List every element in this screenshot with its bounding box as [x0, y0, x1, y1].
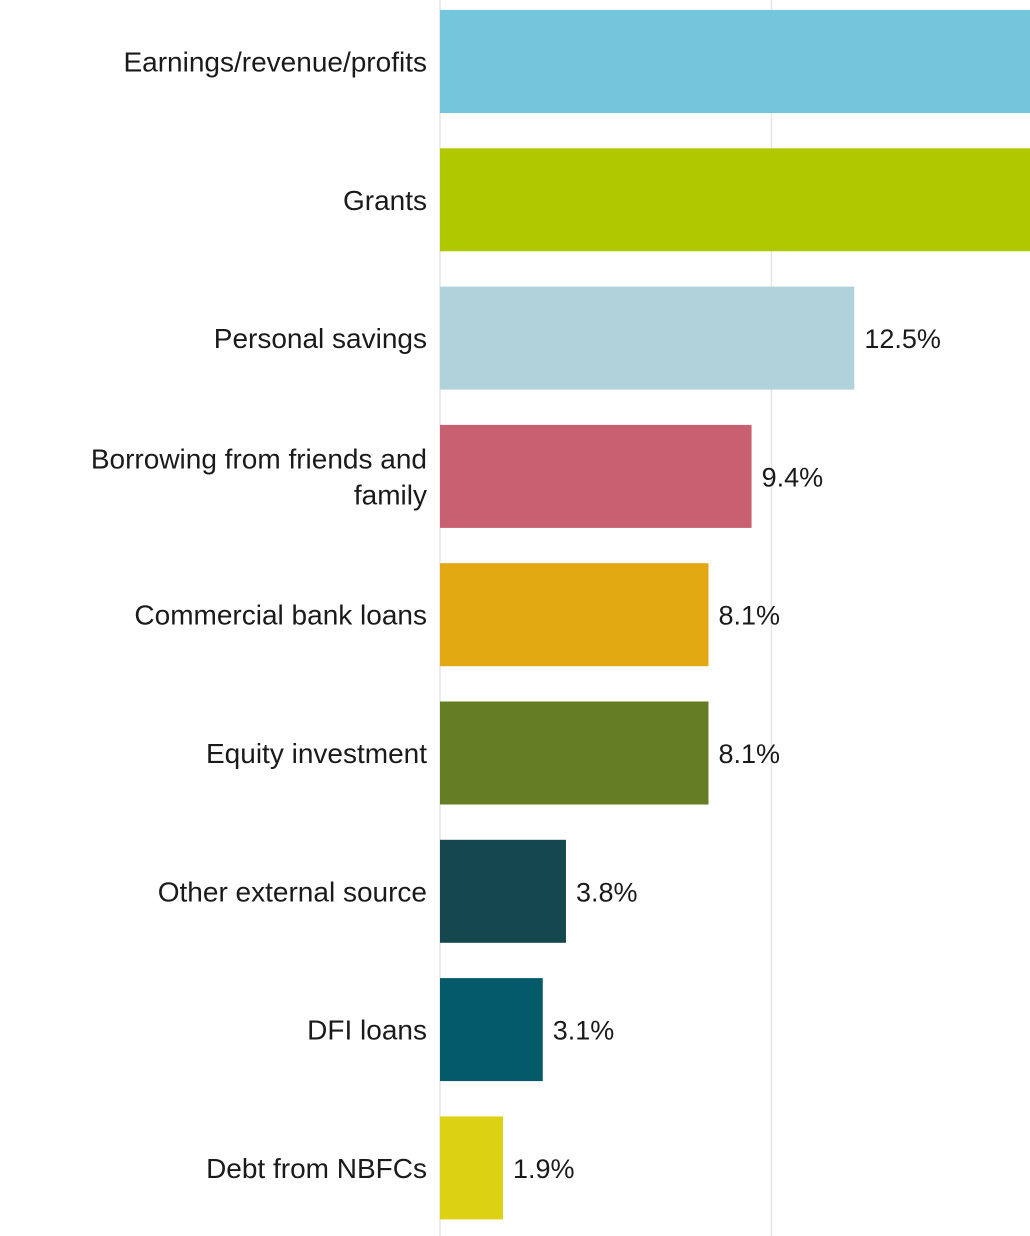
value-label-4: 8.1% — [718, 601, 780, 631]
bar-6 — [440, 839, 566, 943]
category-label-0: Earnings/revenue/profits — [123, 47, 427, 78]
value-label-8: 1.9% — [513, 1154, 575, 1184]
value-label-3: 9.4% — [762, 462, 824, 492]
category-label-2: Personal savings — [214, 323, 427, 354]
category-label-4: Commercial bank loans — [134, 600, 427, 631]
category-label-8: Debt from NBFCs — [206, 1153, 427, 1184]
bar-3 — [440, 424, 752, 528]
bar-8 — [440, 1116, 503, 1220]
value-labels: 12.5% 9.4% 8.1% 8.1% 3.8% 3.1% 1.9% — [513, 324, 941, 1184]
category-label-6: Other external source — [158, 876, 427, 907]
bar-0 — [440, 10, 1030, 113]
bar-1 — [440, 148, 1030, 252]
value-label-7: 3.1% — [553, 1016, 615, 1046]
category-label-3: Borrowing from friends and family — [91, 443, 427, 510]
bar-4 — [440, 563, 709, 667]
value-label-6: 3.8% — [576, 877, 638, 907]
value-label-2: 12.5% — [864, 324, 941, 354]
category-label-5: Equity investment — [206, 738, 427, 769]
category-label-1: Grants — [343, 185, 427, 216]
bar-5 — [440, 701, 709, 805]
bar-7 — [440, 978, 543, 1082]
bars — [440, 10, 1030, 1220]
category-labels: Earnings/revenue/profits Grants Personal s… — [91, 47, 427, 1184]
bar-2 — [440, 286, 855, 390]
value-label-5: 8.1% — [718, 739, 780, 769]
category-label-7: DFI loans — [307, 1015, 427, 1046]
